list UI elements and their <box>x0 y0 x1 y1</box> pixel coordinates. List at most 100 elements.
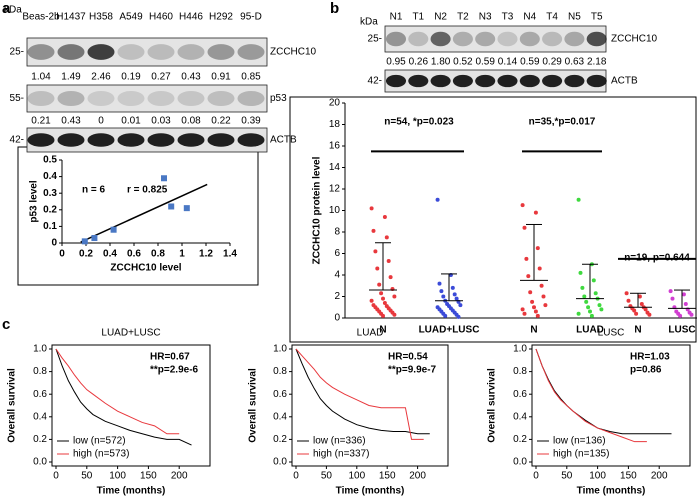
band-quant: 1.04 <box>31 72 51 83</box>
y-tick-label: 0.4 <box>513 411 527 422</box>
plot-frame <box>51 344 211 467</box>
point <box>578 270 583 275</box>
survival-curve <box>295 348 430 435</box>
blot-band <box>57 44 85 60</box>
x-tick-label: 200 <box>171 471 188 482</box>
blot-band <box>237 90 265 107</box>
y-tick-label: 1.0 <box>33 344 47 355</box>
x-tick-label: LUAD+LUSC <box>419 325 480 336</box>
annotation: r = 0.825 <box>127 185 168 196</box>
blot-band <box>519 31 540 47</box>
panel-label: b <box>330 0 339 17</box>
x-axis-label: ZCCHC10 level <box>110 263 181 274</box>
band-quant: 0.63 <box>565 57 585 68</box>
y-tick-label: 14 <box>329 162 341 173</box>
y-tick-label: 0 <box>334 313 340 324</box>
lane-label: T2 <box>457 12 469 23</box>
kda-label: kDa <box>360 17 378 28</box>
x-tick-label: 0.4 <box>103 249 117 260</box>
blot-band <box>207 90 235 107</box>
x-tick-label: 50 <box>561 471 573 482</box>
x-tick-label: 100 <box>589 471 606 482</box>
point <box>81 238 88 245</box>
blot-band <box>147 44 175 60</box>
blot-band <box>177 44 205 60</box>
x-tick-label: 0 <box>533 471 539 482</box>
lane-label: N2 <box>434 12 447 23</box>
blot-band <box>237 133 265 147</box>
y-tick-label: 0.2 <box>513 434 527 445</box>
lane-label: H292 <box>209 12 233 23</box>
x-tick-label: N <box>379 325 386 336</box>
band-quant: 0.59 <box>520 57 540 68</box>
blot-band <box>452 74 473 88</box>
blot-band <box>475 74 496 88</box>
band-quant: 2.18 <box>587 57 607 68</box>
point <box>597 303 602 308</box>
blot-band <box>177 90 205 107</box>
plot-frame <box>531 344 691 467</box>
blot-band <box>117 44 145 60</box>
x-tick-label: 200 <box>409 471 426 482</box>
point <box>668 289 673 294</box>
point <box>377 282 382 287</box>
lane-label: T1 <box>412 12 424 23</box>
blot-band <box>27 133 55 147</box>
chart-title: LUAD <box>357 328 384 339</box>
x-tick-label: LUAD <box>576 325 604 336</box>
y-tick-label: 6 <box>334 248 340 259</box>
point <box>678 313 683 318</box>
lane-label: H460 <box>149 12 173 23</box>
band-quant: 0.01 <box>121 116 141 127</box>
mw-marker: 25- <box>368 34 382 45</box>
blot-band <box>57 133 85 147</box>
blot-band <box>385 31 407 47</box>
point <box>381 313 385 318</box>
blot-band <box>408 31 429 47</box>
blot-band <box>564 74 585 88</box>
y-tick-label: 0.4 <box>33 411 47 422</box>
y-axis-label: Overall survival <box>487 368 498 443</box>
annotation: HR=0.54 <box>388 352 428 363</box>
blot-band <box>237 44 265 60</box>
blot-band <box>430 74 451 88</box>
y-tick-label: 10 <box>329 205 341 216</box>
blot-band <box>147 90 175 107</box>
point <box>520 203 525 208</box>
band-quant: 0 <box>98 116 104 127</box>
point <box>535 313 540 318</box>
blot-band <box>117 90 145 107</box>
point <box>384 235 389 240</box>
y-tick-label: 0.2 <box>43 204 57 215</box>
point <box>541 294 546 299</box>
blot-band <box>430 31 451 47</box>
point <box>379 291 384 296</box>
point <box>520 307 525 312</box>
annotation: n = 6 <box>82 185 106 196</box>
lane-label: H446 <box>179 12 203 23</box>
blot-band <box>117 133 145 147</box>
protein-label: ZCCHC10 <box>270 47 317 58</box>
y-tick-label: 0.2 <box>273 434 287 445</box>
point <box>441 294 446 299</box>
blot-band <box>207 44 235 60</box>
x-tick-label: 1.4 <box>223 249 237 260</box>
chart-title: LUAD+LUSC <box>101 328 160 339</box>
point <box>388 275 393 280</box>
y-axis-label: Overall survival <box>7 368 18 443</box>
x-axis-label: Time (months) <box>97 486 166 497</box>
point <box>375 266 380 271</box>
lane-label: 95-D <box>240 12 262 23</box>
y-tick-label: 0.6 <box>513 389 527 400</box>
blot-band <box>586 31 607 47</box>
mw-marker: 42- <box>10 135 24 146</box>
point <box>632 308 637 313</box>
blot-band <box>57 90 85 107</box>
point <box>582 294 587 299</box>
y-tick-label: 12 <box>329 184 341 195</box>
y-tick-label: 0.8 <box>513 366 527 377</box>
trend-line <box>80 183 208 243</box>
lane-label: T3 <box>502 12 514 23</box>
point <box>522 311 527 316</box>
